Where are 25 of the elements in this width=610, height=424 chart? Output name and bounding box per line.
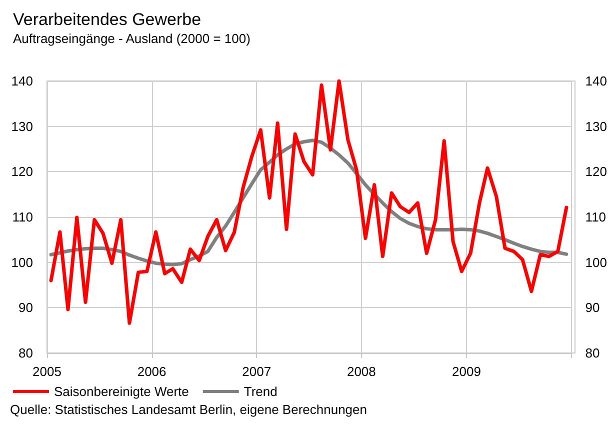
y-tick-label: 130 xyxy=(11,118,33,134)
x-tick-label: 2006 xyxy=(137,364,166,379)
y-tick-label: 140 xyxy=(11,74,33,88)
y-tick-label: 100 xyxy=(11,254,33,270)
y2-tick-label: 100 xyxy=(585,254,608,270)
chart-subtitle: Auftragseingänge - Ausland (2000 = 100) xyxy=(13,31,250,46)
y2-tick-label: 110 xyxy=(585,210,606,224)
x-tick-label: 2008 xyxy=(346,364,376,379)
chart-title: Verarbeitendes Gewerbe xyxy=(13,10,202,29)
legend-label: Trend xyxy=(244,384,278,399)
y2-tick-label: 120 xyxy=(585,164,608,180)
legend-label: Saisonbereinigte Werte xyxy=(54,384,189,399)
y-tick-label: 120 xyxy=(11,164,33,180)
y-tick-label: 110 xyxy=(12,210,33,224)
y2-tick-label: 130 xyxy=(585,118,608,134)
y-tick-label: 90 xyxy=(18,300,33,316)
x-tick-label: 2009 xyxy=(452,364,481,379)
line-series xyxy=(49,79,568,325)
x-tick-label: 2005 xyxy=(32,364,62,379)
source-note: Quelle: Statistisches Landesamt Berlin, eigene Berechnungen xyxy=(10,402,367,417)
y-tick-label: 80 xyxy=(18,346,33,360)
y2-tick-label: 140 xyxy=(585,74,608,88)
y2-tick-label: 90 xyxy=(585,300,600,316)
x-tick-label: 2007 xyxy=(242,364,272,379)
y2-tick-label: 80 xyxy=(585,346,600,360)
